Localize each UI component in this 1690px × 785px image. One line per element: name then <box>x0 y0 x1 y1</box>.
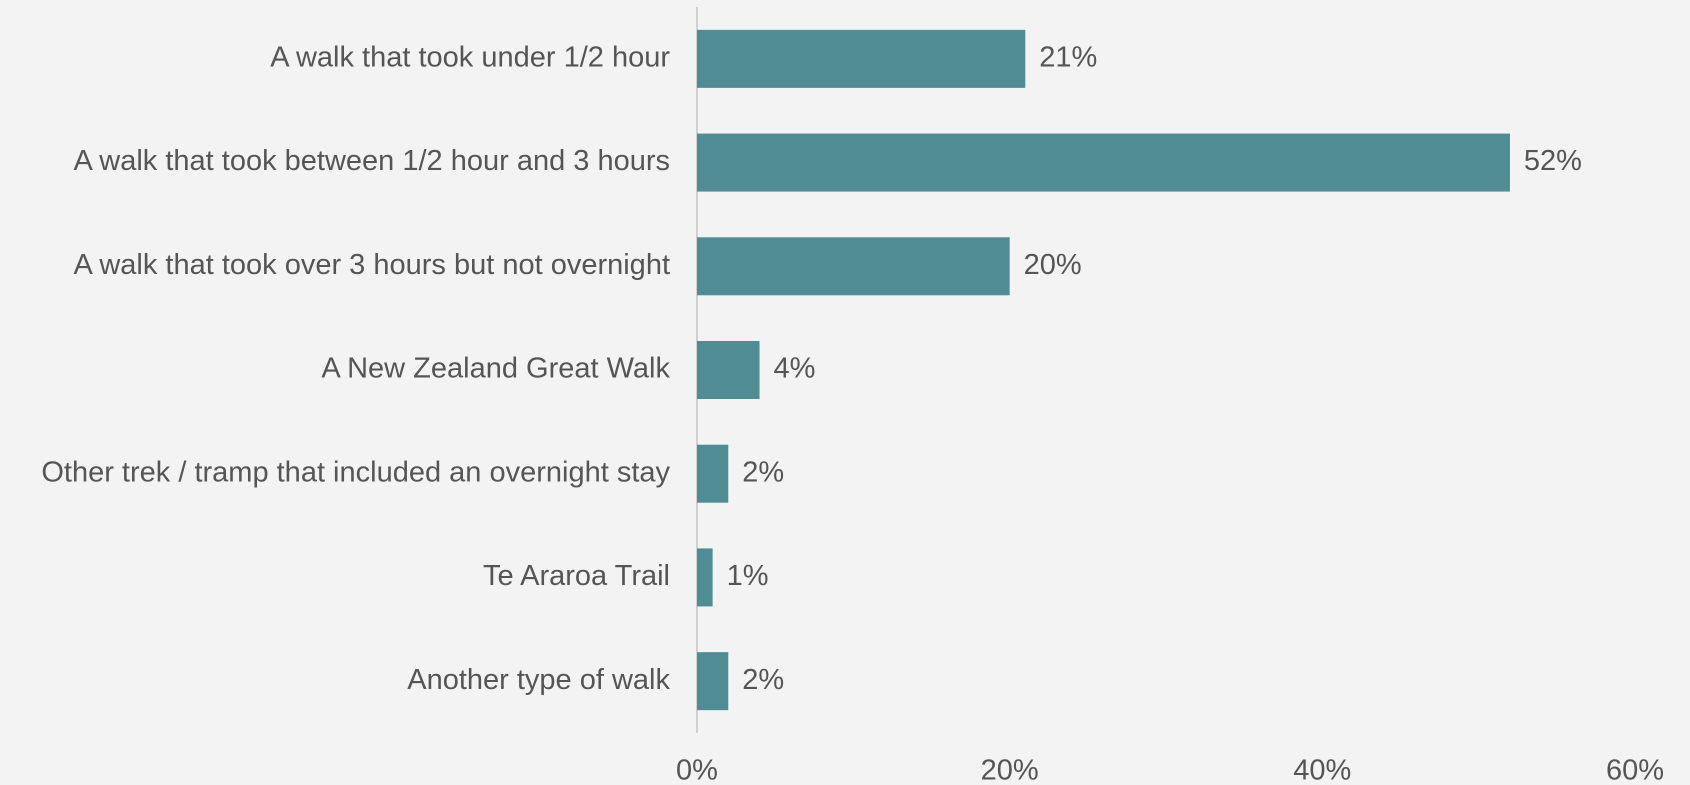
value-label: 20% <box>1024 249 1082 281</box>
bar <box>697 444 729 503</box>
category-label: A walk that took under 1/2 hour <box>270 42 670 74</box>
x-tick-label: 0% <box>676 755 718 785</box>
category-label: Another type of walk <box>407 664 670 696</box>
value-label: 2% <box>742 664 784 696</box>
value-label: 2% <box>742 456 784 488</box>
bar <box>697 548 713 607</box>
value-label: 1% <box>727 560 769 592</box>
bar <box>697 29 1026 88</box>
value-label: 4% <box>774 353 816 385</box>
category-label: A walk that took between 1/2 hour and 3 … <box>73 145 670 177</box>
category-label: Te Araroa Trail <box>483 560 670 592</box>
x-tick-label: 20% <box>981 755 1039 785</box>
bar <box>697 341 760 399</box>
bar <box>697 652 729 711</box>
bar <box>697 133 1510 192</box>
category-label: A New Zealand Great Walk <box>321 353 670 385</box>
category-label: Other trek / tramp that included an over… <box>41 456 670 488</box>
bar <box>697 237 1010 296</box>
x-tick-label: 60% <box>1606 755 1664 785</box>
x-tick-label: 40% <box>1293 755 1351 785</box>
value-label: 21% <box>1039 42 1097 74</box>
value-label: 52% <box>1524 145 1582 177</box>
category-label: A walk that took over 3 hours but not ov… <box>74 249 670 281</box>
